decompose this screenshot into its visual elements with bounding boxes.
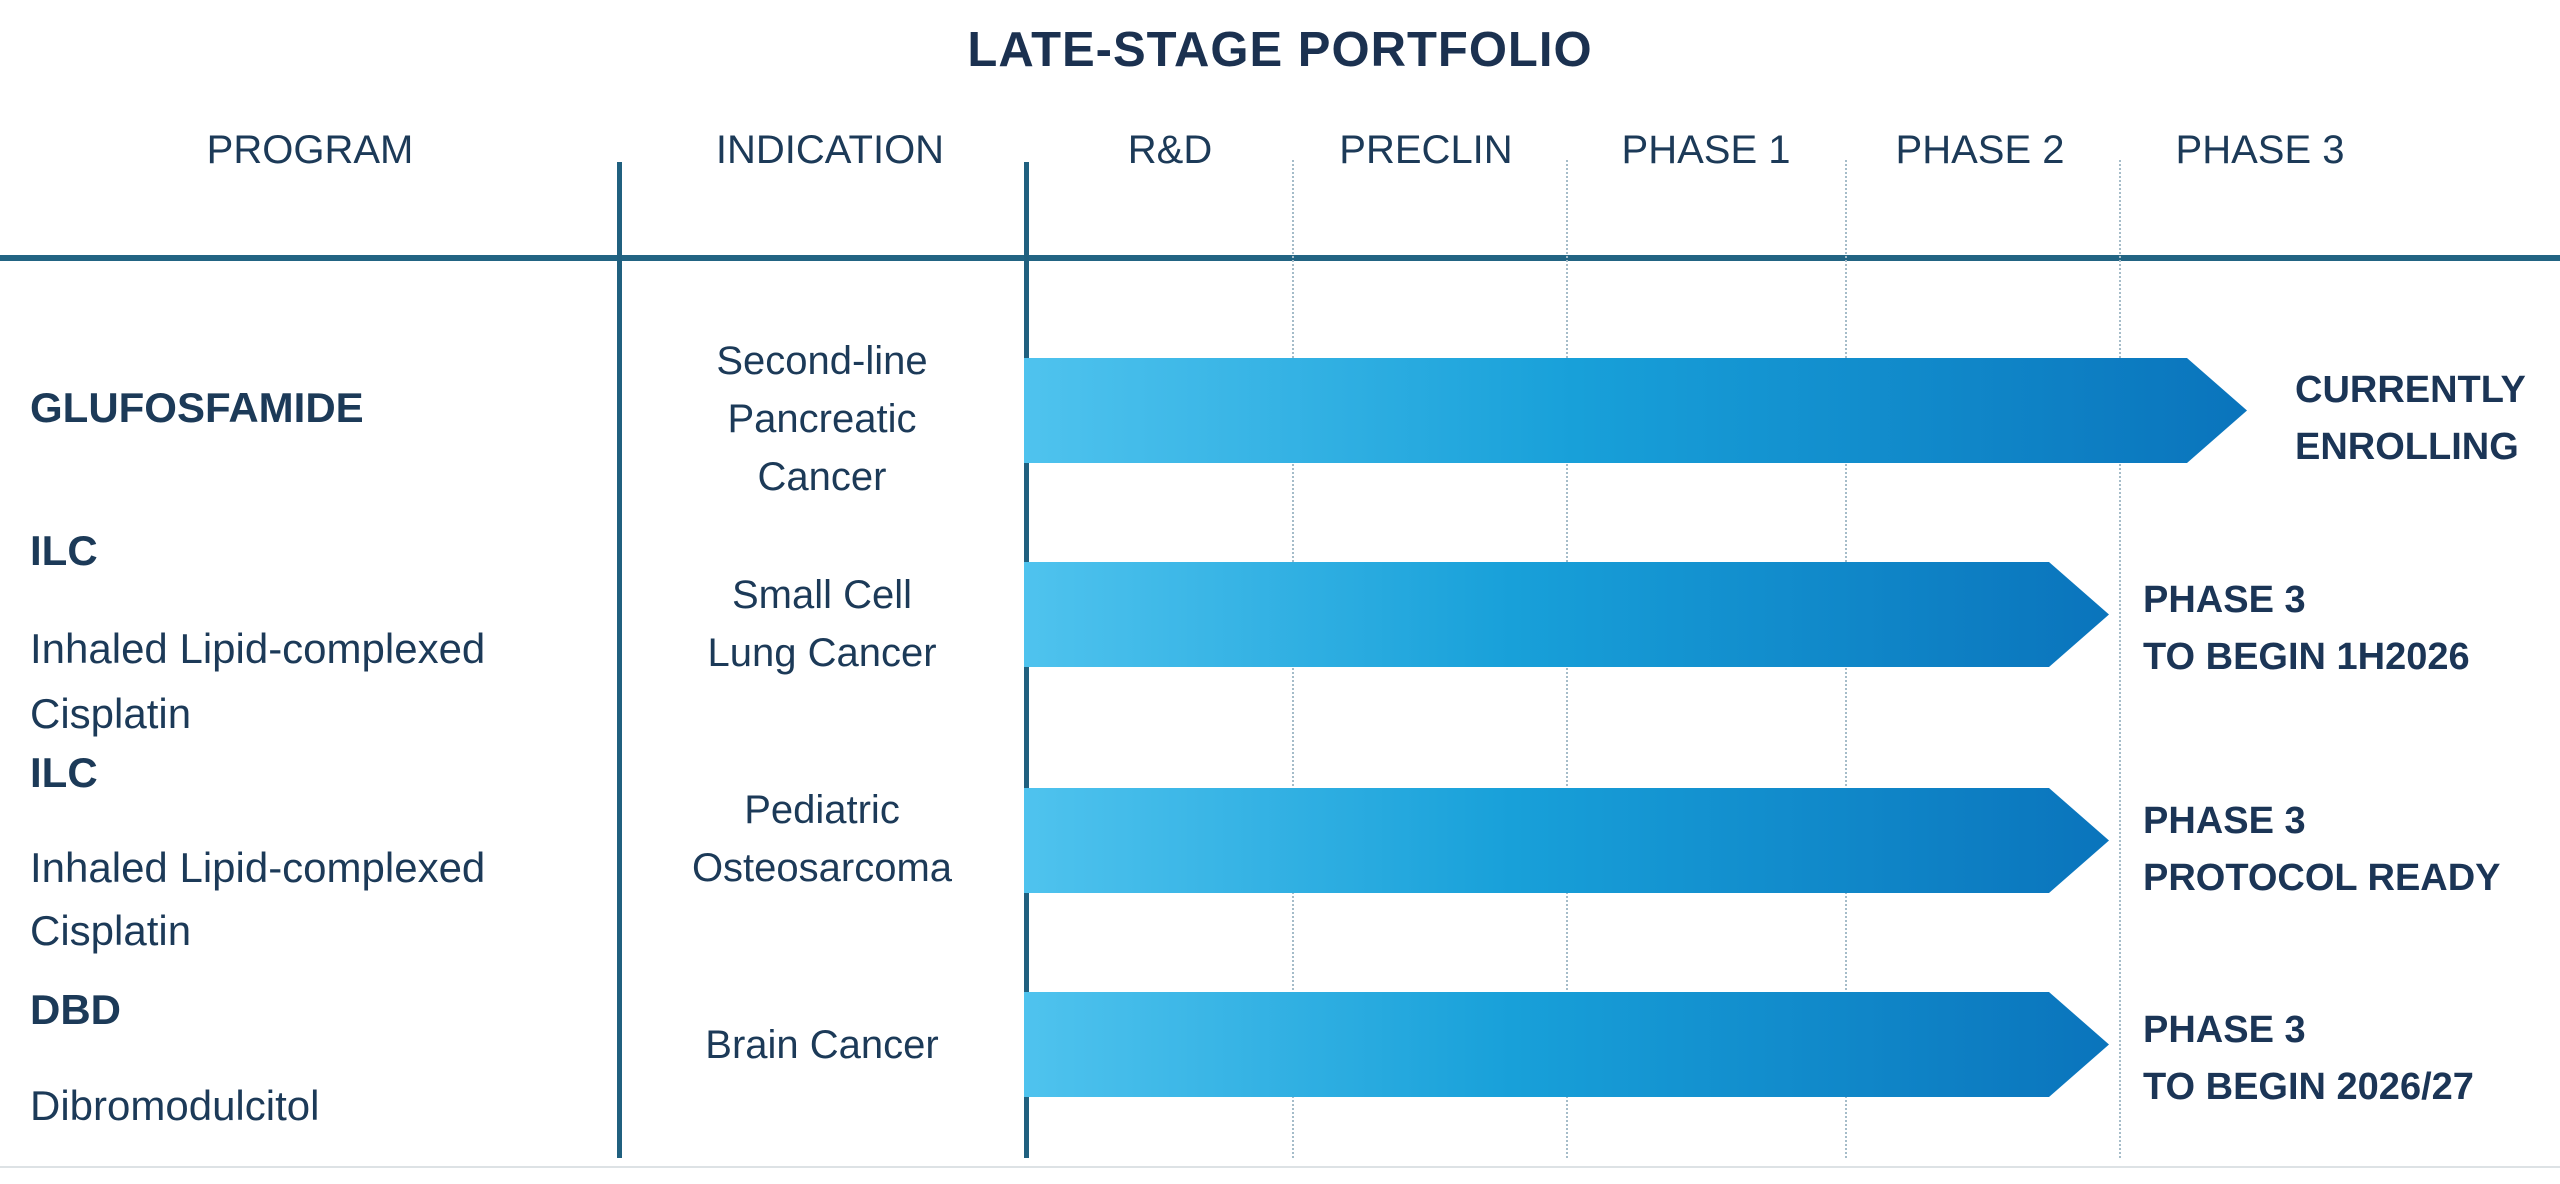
indication-line: Lung Cancer — [707, 631, 937, 675]
pipeline-bar-ilc-sclc — [1024, 562, 2109, 667]
indication-line: Cancer — [757, 455, 887, 499]
indication-line: Brain Cancer — [705, 1023, 939, 1067]
column-header-preclin: PRECLIN — [1339, 128, 1513, 172]
status-line: PHASE 3 — [2143, 579, 2306, 621]
bottom-rule — [0, 1166, 2560, 1168]
phase-gridline-phase3 — [2119, 160, 2121, 1158]
pipeline-bar-ilc-osteosarcoma — [1024, 788, 2109, 893]
column-header-program: PROGRAM — [206, 128, 414, 172]
indication-line: Pediatric — [744, 788, 900, 832]
program-fullname-ilc-1-line2: Cisplatin — [30, 690, 192, 737]
status-line: TO BEGIN 2026/27 — [2143, 1066, 2474, 1108]
status-line: PROTOCOL READY — [2143, 857, 2501, 899]
status-line: CURRENTLY — [2295, 369, 2526, 411]
program-fullname-ilc-2-line2: Cisplatin — [30, 907, 192, 954]
pipeline-bar-dbd — [1024, 992, 2109, 1097]
column-divider-program-indication — [617, 162, 622, 1158]
status-dbd: PHASE 3 TO BEGIN 2026/27 — [2143, 1002, 2474, 1116]
indication-line: Osteosarcoma — [691, 846, 953, 890]
program-abbr-ilc-1: ILC — [30, 527, 98, 574]
column-header-phase1: PHASE 1 — [1621, 128, 1791, 172]
indication-ilc-osteosarcoma: Pediatric Osteosarcoma — [622, 781, 1022, 897]
page-title: LATE-STAGE PORTFOLIO — [967, 23, 1593, 77]
column-header-indication: INDICATION — [715, 128, 945, 172]
status-ilc-osteosarcoma: PHASE 3 PROTOCOL READY — [2143, 793, 2501, 907]
status-line: PHASE 3 — [2143, 800, 2306, 842]
indication-dbd: Brain Cancer — [622, 1016, 1022, 1074]
column-header-phase3: PHASE 3 — [2175, 128, 2345, 172]
program-name-glufosfamide: GLUFOSFAMIDE — [30, 384, 364, 431]
status-line: TO BEGIN 1H2026 — [2143, 636, 2470, 678]
program-fullname-ilc-2-line1: Inhaled Lipid-complexed — [30, 844, 486, 891]
indication-line: Small Cell — [731, 573, 913, 617]
indication-line: Pancreatic — [727, 397, 917, 441]
status-line: PHASE 3 — [2143, 1009, 2306, 1051]
status-ilc-sclc: PHASE 3 TO BEGIN 1H2026 — [2143, 572, 2470, 686]
status-line: ENROLLING — [2295, 426, 2519, 468]
column-header-rd: R&D — [1127, 128, 1213, 172]
column-header-phase2: PHASE 2 — [1895, 128, 2065, 172]
indication-line: Second-line — [716, 339, 928, 383]
program-abbr-ilc-2: ILC — [30, 749, 98, 796]
status-glufosfamide: CURRENTLY ENROLLING — [2295, 362, 2526, 476]
indication-glufosfamide: Second-line Pancreatic Cancer — [622, 332, 1022, 506]
header-divider-rule — [0, 255, 2560, 261]
program-abbr-dbd: DBD — [30, 986, 121, 1033]
indication-ilc-sclc: Small Cell Lung Cancer — [622, 566, 1022, 682]
program-fullname-ilc-1-line1: Inhaled Lipid-complexed — [30, 625, 486, 672]
pipeline-bar-glufosfamide — [1024, 358, 2247, 463]
program-fullname-dbd: Dibromodulcitol — [30, 1082, 320, 1129]
